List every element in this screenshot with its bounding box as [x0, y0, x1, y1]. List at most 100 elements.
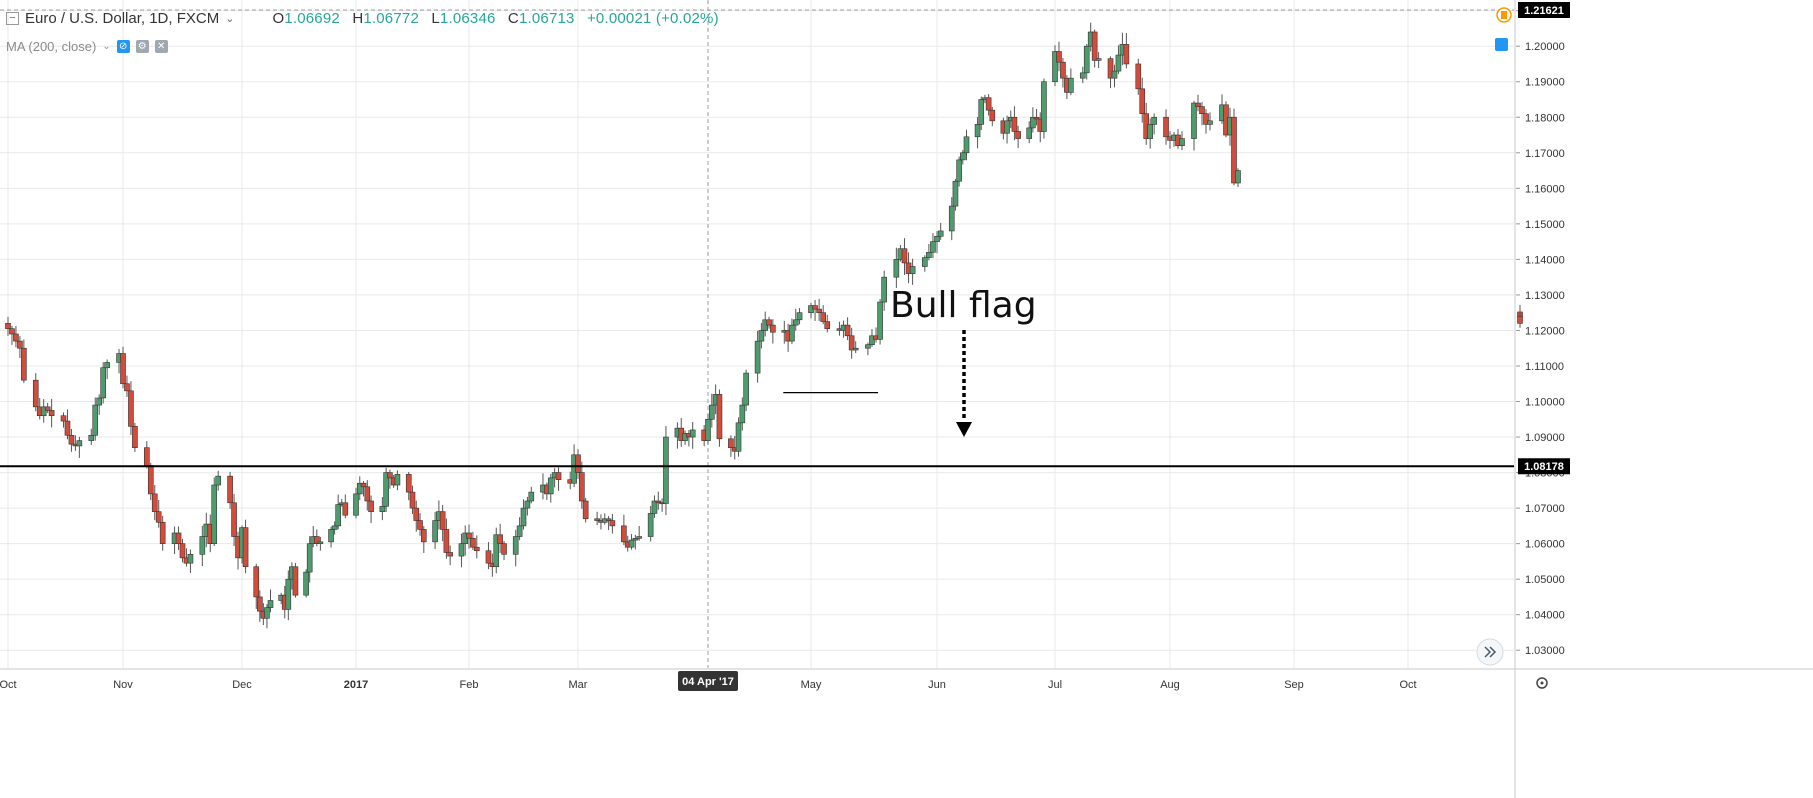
candle-body[interactable]	[1060, 61, 1066, 79]
candle-body[interactable]	[1107, 58, 1114, 79]
candle-body[interactable]	[956, 159, 962, 182]
candle-body[interactable]	[647, 513, 654, 537]
candle-body[interactable]	[1231, 116, 1237, 184]
candle-body[interactable]	[609, 520, 616, 527]
candle-body[interactable]	[926, 251, 932, 258]
candle-body[interactable]	[328, 529, 334, 543]
candle-body[interactable]	[132, 426, 138, 449]
candle-body[interactable]	[582, 500, 589, 520]
candle-body[interactable]	[60, 415, 67, 422]
candle-body[interactable]	[32, 379, 39, 408]
candle-body[interactable]	[1151, 116, 1157, 125]
candle-body[interactable]	[628, 539, 635, 548]
candle-body[interactable]	[621, 525, 627, 543]
candle-body[interactable]	[1517, 315, 1523, 324]
candle-body[interactable]	[651, 500, 658, 514]
candle-body[interactable]	[447, 552, 453, 557]
candle-body[interactable]	[909, 266, 916, 274]
candle-body[interactable]	[242, 527, 249, 568]
auto-scale-icon[interactable]	[1495, 38, 1508, 51]
candle-body[interactable]	[512, 536, 519, 555]
candle-body[interactable]	[1068, 77, 1074, 93]
candle-body[interactable]	[632, 538, 639, 541]
candle-body[interactable]	[120, 353, 126, 385]
candle-body[interactable]	[705, 418, 711, 441]
candle-body[interactable]	[292, 566, 299, 596]
candle-body[interactable]	[739, 404, 746, 424]
candle-body[interactable]	[1015, 131, 1021, 139]
candle-body[interactable]	[844, 324, 851, 337]
candle-body[interactable]	[151, 493, 158, 512]
candle-body[interactable]	[466, 532, 472, 539]
candle-body[interactable]	[267, 600, 274, 608]
candle-body[interactable]	[5, 323, 11, 329]
candle-body[interactable]	[124, 383, 130, 392]
candle-body[interactable]	[187, 553, 194, 564]
gear-icon[interactable]	[1536, 677, 1548, 689]
candle-body[interactable]	[985, 97, 992, 111]
candle-body[interactable]	[1199, 106, 1205, 115]
candle-body[interactable]	[413, 507, 420, 521]
candle-body[interactable]	[1111, 70, 1118, 79]
candle-body[interactable]	[48, 410, 55, 417]
candle-body[interactable]	[335, 504, 341, 527]
candle-body[interactable]	[9, 328, 15, 335]
candle-body[interactable]	[257, 596, 263, 612]
candle-body[interactable]	[1191, 102, 1197, 139]
candle-body[interactable]	[417, 520, 423, 530]
candle-body[interactable]	[215, 475, 221, 486]
candle-body[interactable]	[1123, 44, 1130, 65]
candle-body[interactable]	[470, 538, 476, 548]
candle-body[interactable]	[1041, 81, 1047, 132]
candle-body[interactable]	[865, 344, 871, 349]
candle-body[interactable]	[547, 477, 554, 495]
candle-body[interactable]	[155, 511, 162, 523]
candle-body[interactable]	[655, 500, 662, 504]
candle-body[interactable]	[144, 447, 150, 466]
candle-body[interactable]	[383, 472, 389, 507]
candle-body[interactable]	[974, 124, 981, 138]
candle-body[interactable]	[1115, 54, 1122, 72]
candle-body[interactable]	[76, 440, 83, 447]
candle-body[interactable]	[493, 534, 500, 568]
candle-body[interactable]	[405, 474, 412, 493]
candle-body[interactable]	[68, 434, 75, 445]
candle-body[interactable]	[1203, 113, 1209, 125]
candle-body[interactable]	[306, 543, 313, 573]
candle-body[interactable]	[64, 420, 71, 436]
candle-body[interactable]	[443, 529, 450, 553]
candle-body[interactable]	[253, 566, 260, 598]
candle-body[interactable]	[524, 500, 531, 509]
candle-body[interactable]	[934, 235, 940, 242]
candle-body[interactable]	[409, 491, 416, 509]
candle-body[interactable]	[100, 367, 106, 399]
chevron-down-icon[interactable]: ⌄	[225, 12, 235, 25]
candle-body[interactable]	[13, 333, 19, 342]
candle-body[interactable]	[978, 99, 985, 125]
candle-body[interactable]	[40, 406, 47, 417]
candle-body[interactable]	[520, 507, 527, 527]
candle-body[interactable]	[824, 321, 831, 329]
candle-body[interactable]	[432, 520, 438, 543]
candle-body[interactable]	[816, 308, 822, 313]
candle-body[interactable]	[1033, 116, 1040, 120]
candle-body[interactable]	[104, 362, 110, 369]
candle-body[interactable]	[937, 230, 944, 237]
candle-body[interactable]	[88, 434, 95, 441]
candle-body[interactable]	[199, 536, 206, 555]
candle-body[interactable]	[1004, 120, 1010, 134]
candle-body[interactable]	[331, 525, 338, 530]
candle-body[interactable]	[1235, 170, 1241, 184]
candle-body[interactable]	[1195, 102, 1201, 107]
candle-body[interactable]	[1207, 120, 1213, 125]
candle-body[interactable]	[485, 550, 492, 564]
candle-body[interactable]	[379, 506, 386, 512]
candle-body[interactable]	[360, 482, 367, 488]
candle-body[interactable]	[44, 406, 51, 411]
candle-body[interactable]	[1135, 63, 1142, 90]
candle-body[interactable]	[227, 475, 233, 504]
candle-body[interactable]	[96, 397, 103, 406]
candle-body[interactable]	[1052, 51, 1058, 83]
candle-body[interactable]	[689, 429, 696, 438]
